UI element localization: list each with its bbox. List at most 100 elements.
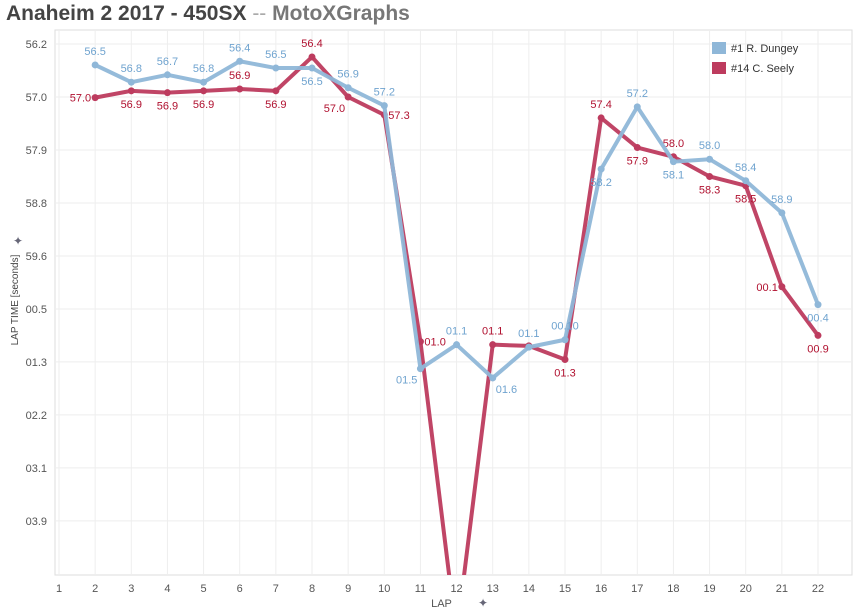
data-label: 56.4 — [229, 42, 250, 54]
x-tick-label: 19 — [703, 583, 715, 595]
x-tick-label: 6 — [237, 583, 243, 595]
y-tick-label: 57.0 — [26, 92, 47, 104]
y-tick-label: 56.2 — [26, 39, 47, 51]
data-point — [597, 114, 605, 122]
x-tick-label: 1 — [56, 583, 62, 595]
data-label: 58.3 — [699, 184, 720, 196]
data-point — [633, 144, 641, 152]
data-label: 01.3 — [554, 367, 575, 379]
data-label: 58.4 — [735, 162, 756, 174]
data-label: 56.9 — [229, 70, 250, 82]
data-label: 56.8 — [121, 63, 142, 75]
data-point — [272, 64, 280, 72]
data-label: 56.7 — [157, 56, 178, 68]
data-point — [308, 64, 316, 72]
data-point — [344, 93, 352, 101]
data-point — [561, 355, 569, 363]
y-tick-label: 58.8 — [26, 198, 47, 210]
legend-entry: #1 R. Dungey — [731, 43, 799, 55]
data-label: 56.4 — [301, 38, 322, 50]
y-tick-label: 57.9 — [26, 145, 47, 157]
data-point — [127, 87, 135, 95]
data-point — [706, 172, 714, 180]
data-label: 56.5 — [301, 76, 322, 88]
data-label: 56.9 — [121, 99, 142, 111]
x-tick-label: 15 — [559, 583, 571, 595]
data-label: 57.4 — [590, 99, 611, 111]
data-point — [561, 336, 569, 344]
x-tick-label: 8 — [309, 583, 315, 595]
x-tick-label: 10 — [378, 583, 390, 595]
x-tick-label: 3 — [128, 583, 134, 595]
data-label: 00.1 — [756, 282, 777, 294]
data-point — [91, 94, 99, 102]
data-label: 58.5 — [735, 194, 756, 206]
race-title: Anaheim 2 2017 - 450SX — [6, 2, 247, 25]
data-point — [127, 78, 135, 86]
data-point — [742, 177, 750, 185]
page-title: Anaheim 2 2017 - 450SX -- MotoXGraphs — [6, 2, 410, 26]
data-point — [236, 85, 244, 93]
x-tick-label: 13 — [487, 583, 499, 595]
data-label: 56.5 — [265, 49, 286, 61]
data-label: 00.10 — [551, 321, 579, 333]
y-tick-label: 00.5 — [26, 304, 47, 316]
series--1-r-dungey — [91, 57, 822, 382]
x-tick-label: 2 — [92, 583, 98, 595]
data-label: 57.0 — [324, 103, 345, 115]
legend-swatch — [712, 62, 726, 74]
legend-entry: #14 C. Seely — [731, 63, 794, 75]
data-label: 01.1 — [482, 326, 503, 338]
x-tick-label: 16 — [595, 583, 607, 595]
x-tick-label: 14 — [523, 583, 535, 595]
data-label: 58.0 — [699, 140, 720, 152]
data-point — [706, 155, 714, 163]
data-point — [778, 209, 786, 217]
data-point — [272, 87, 280, 95]
y-tick-label: 02.2 — [26, 410, 47, 422]
pin-icon: ✦ — [478, 596, 488, 610]
data-label: 57.2 — [627, 88, 648, 100]
plot-area — [54, 29, 853, 576]
data-point — [380, 102, 388, 110]
data-label: 57.0 — [70, 93, 91, 105]
x-tick-label: 21 — [776, 583, 788, 595]
data-label: 56.9 — [337, 69, 358, 81]
data-label: 58.2 — [590, 177, 611, 189]
data-label: 56.8 — [193, 63, 214, 75]
data-label: 01.6 — [496, 384, 517, 396]
data-point — [91, 61, 99, 69]
data-point — [200, 87, 208, 95]
data-point — [416, 365, 424, 373]
data-label: 01.1 — [446, 326, 467, 338]
data-point — [489, 341, 497, 349]
data-label: 57.2 — [374, 87, 395, 99]
y-axis-label: LAP TIME [seconds] — [10, 254, 21, 345]
data-point — [308, 53, 316, 61]
data-label: 01.5 — [396, 375, 417, 387]
y-tick-label: 03.9 — [26, 516, 47, 528]
data-label: 01.1 — [518, 328, 539, 340]
data-point — [525, 343, 533, 351]
data-point — [669, 158, 677, 166]
data-point — [814, 331, 822, 339]
data-point — [344, 84, 352, 92]
x-tick-label: 9 — [345, 583, 351, 595]
data-point — [163, 89, 171, 97]
data-label: 01.0 — [424, 337, 445, 349]
data-point — [778, 283, 786, 291]
data-point — [163, 71, 171, 79]
data-point — [236, 57, 244, 65]
data-label: 58.9 — [771, 194, 792, 206]
y-tick-label: 03.1 — [26, 463, 47, 475]
x-tick-label: 22 — [812, 583, 824, 595]
x-tick-label: 18 — [667, 583, 679, 595]
data-point — [597, 165, 605, 173]
data-label: 00.9 — [807, 343, 828, 355]
data-point — [453, 341, 461, 349]
x-tick-label: 11 — [415, 583, 426, 595]
data-label: 57.3 — [388, 110, 409, 122]
data-label: 56.9 — [193, 99, 214, 111]
